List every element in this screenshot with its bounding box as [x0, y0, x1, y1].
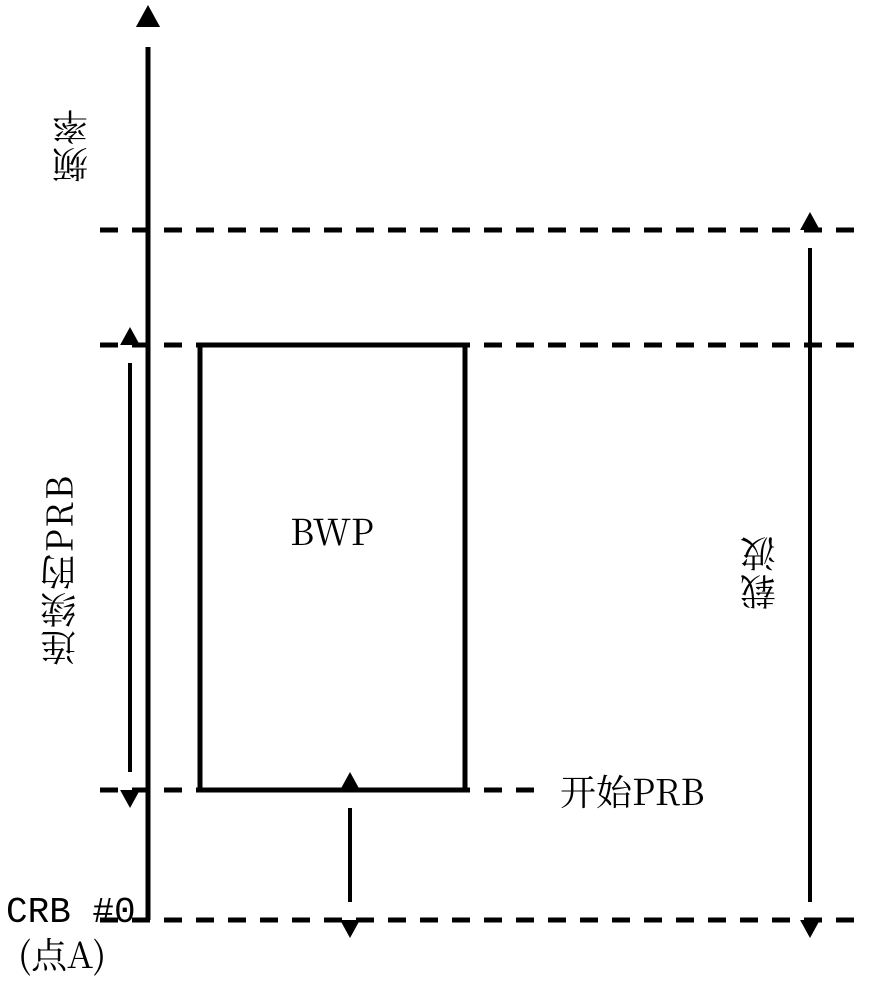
- bwp-label: BWP: [290, 505, 374, 556]
- crb0-label-line2: (点A): [18, 928, 106, 979]
- y-axis-label: 频率: [45, 107, 96, 183]
- bwp-rect: [200, 345, 465, 790]
- start-prb-label: 开始PRB: [560, 765, 705, 816]
- crb0-label-line1: CRB #0: [6, 892, 136, 933]
- bwp-diagram: BWP 开始PRB CRB #0(点A): [0, 0, 872, 1000]
- contiguous-prb-label: 连续的PRB: [33, 474, 84, 667]
- carrier-label: 载波: [733, 534, 784, 610]
